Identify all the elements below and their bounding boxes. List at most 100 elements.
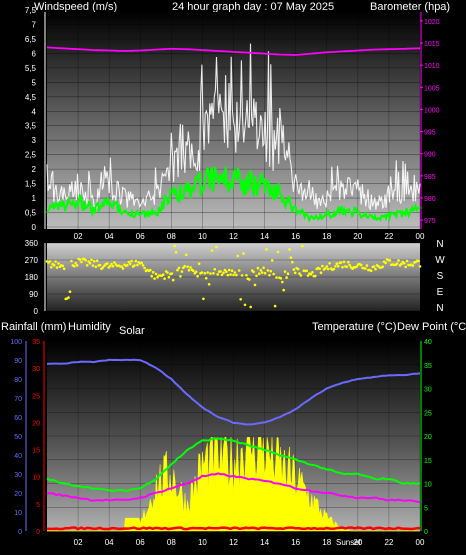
direction-point (301, 244, 304, 248)
rain-tick-label: 20 (32, 420, 40, 427)
windspeed-tick-label: 2 (32, 165, 37, 174)
rain-tick-label: 25 (32, 393, 40, 400)
direction-tick-label: 360 (25, 239, 39, 248)
direction-panel-marks (45, 244, 422, 309)
graph-title: 24 hour graph day : 07 May 2025 (172, 1, 334, 13)
direction-point (306, 274, 310, 277)
direction-point (282, 288, 286, 292)
direction-point (126, 264, 129, 267)
direction-point (226, 273, 230, 277)
direction-point (110, 262, 113, 266)
direction-point (355, 265, 359, 268)
direction-point (347, 260, 350, 264)
direction-point (183, 264, 186, 268)
direction-point (203, 272, 207, 275)
direction-point (197, 262, 201, 266)
direction-tick-label: 270 (25, 256, 39, 265)
direction-point (400, 262, 403, 266)
direction-point (220, 273, 224, 277)
direction-point (54, 260, 57, 263)
direction-point (87, 260, 90, 263)
direction-point (296, 267, 300, 271)
humidity-tick-label: 70 (14, 396, 22, 403)
rain-tick-label: 10 (32, 475, 40, 482)
direction-point (384, 261, 387, 265)
rain-tick-label: 0 (36, 529, 40, 536)
direction-point (78, 258, 82, 261)
direction-point (84, 258, 87, 262)
direction-point (167, 275, 171, 279)
direction-point (233, 271, 237, 274)
wind-x-tick-label: 04 (105, 232, 114, 241)
direction-point (298, 272, 301, 275)
sunset-annotation: Sunset (336, 538, 362, 547)
direction-point (381, 265, 385, 269)
direction-point (194, 270, 198, 274)
direction-point (411, 264, 415, 267)
direction-panel-axes: 0 90 180 270 360 (25, 239, 46, 316)
direction-point (418, 265, 422, 268)
direction-point (189, 266, 192, 269)
windspeed-tick-label: 2,5 (25, 151, 37, 160)
direction-point (213, 268, 217, 271)
direction-point (348, 263, 352, 267)
humidity-tick-label: 90 (14, 358, 22, 365)
direction-point (170, 272, 174, 275)
direction-point (98, 263, 102, 267)
direction-point (196, 274, 199, 278)
direction-point (341, 265, 344, 269)
wind-x-tick-label: 00 (416, 232, 425, 241)
direction-point (166, 271, 169, 274)
direction-point (265, 248, 268, 251)
barometer-tick-label: 995 (424, 130, 436, 137)
direction-point (48, 260, 52, 263)
direction-point (88, 261, 92, 265)
humidity-tick-label: 80 (14, 377, 22, 384)
direction-point (106, 262, 109, 265)
direction-point (252, 270, 255, 274)
rain-series (46, 526, 421, 531)
solar-axis-label: Solar (119, 325, 145, 337)
direction-point (156, 276, 159, 279)
direction-point (262, 266, 265, 270)
direction-point (266, 269, 270, 272)
direction-point (55, 266, 59, 269)
temperature-tick-label: 25 (424, 410, 432, 417)
compass-label-w: W (435, 255, 445, 266)
direction-point (204, 276, 208, 280)
direction-point (209, 272, 212, 275)
direction-point (286, 272, 290, 276)
direction-point (149, 268, 152, 272)
direction-point (215, 245, 218, 249)
direction-point (219, 270, 222, 273)
direction-point (243, 303, 247, 307)
temperature-tick-label: 40 (424, 339, 432, 346)
direction-point (324, 267, 327, 270)
temperature-x-tick-label: 20 (353, 538, 362, 547)
direction-point (93, 259, 96, 263)
direction-point (143, 266, 146, 270)
direction-point (151, 270, 155, 274)
direction-point (321, 264, 324, 268)
direction-point (67, 296, 70, 299)
direction-point (311, 270, 314, 274)
direction-point (359, 263, 363, 267)
humidity-series (46, 358, 421, 426)
temperature-axis-label: Temperature (°C) (312, 321, 396, 333)
direction-point (133, 264, 136, 267)
temperature-tick-label: 10 (424, 482, 432, 489)
direction-point (108, 264, 112, 268)
temperature-tick-label: 20 (424, 434, 432, 441)
direction-point (94, 265, 98, 269)
direction-point (369, 269, 373, 273)
direction-point (291, 260, 294, 264)
barometer-tick-label: 1005 (424, 85, 440, 92)
direction-point (374, 267, 377, 271)
humidity-axis-label: Humidity (68, 321, 111, 333)
humidity-tick-label: 10 (14, 510, 22, 517)
temperature-x-tick-label: 18 (322, 538, 331, 547)
direction-point (240, 274, 244, 277)
direction-point (326, 267, 330, 271)
direction-point (136, 263, 139, 267)
